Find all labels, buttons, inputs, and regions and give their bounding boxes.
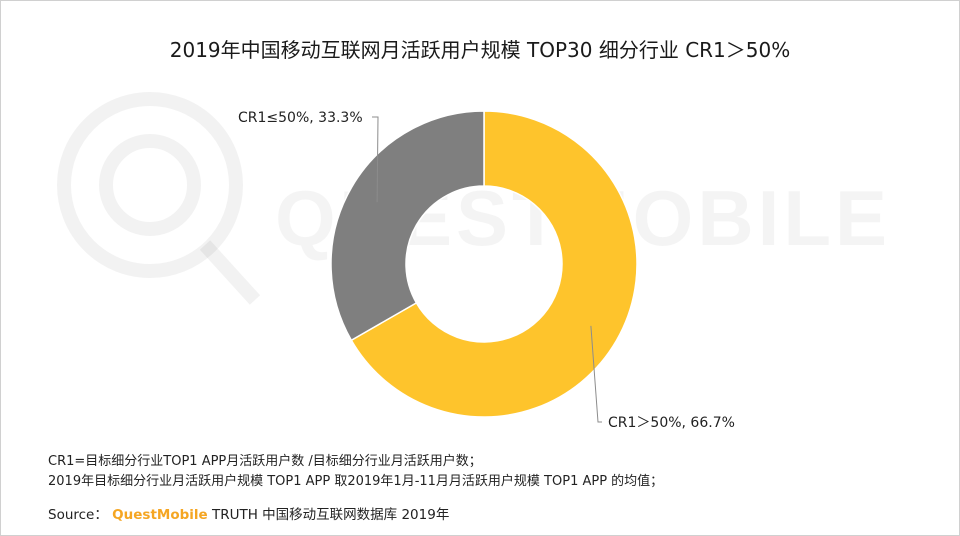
leader-line: [372, 116, 379, 203]
footnote-line: CR1=目标细分行业TOP1 APP月活跃用户数 /目标细分行业月活跃用户数；: [48, 454, 482, 469]
slice-data-label: CR1≤50%, 33.3%: [238, 110, 363, 126]
watermark-logo-icon: [57, 92, 261, 305]
footnote-line: 2019年目标细分行业月活跃用户规模 TOP1 APP 取2019年1月-11月…: [48, 474, 664, 489]
footnotes: CR1=目标细分行业TOP1 APP月活跃用户数 /目标细分行业月活跃用户数； …: [48, 452, 663, 492]
source-rest: TRUTH 中国移动互联网数据库 2019年: [211, 507, 450, 523]
source-brand: QuestMobile: [112, 507, 208, 523]
donut-slice: [350, 110, 638, 418]
leader-line: [590, 325, 602, 423]
chart-title: 2019年中国移动互联网月活跃用户规模 TOP30 细分行业 CR1＞50%: [169, 38, 791, 62]
source-prefix: Source：: [48, 507, 108, 523]
slice-data-label: CR1＞50%, 66.7%: [608, 415, 735, 431]
donut-slice: [330, 110, 485, 342]
source-line: Source： QuestMobile TRUTH 中国移动互联网数据库 201…: [48, 503, 449, 523]
